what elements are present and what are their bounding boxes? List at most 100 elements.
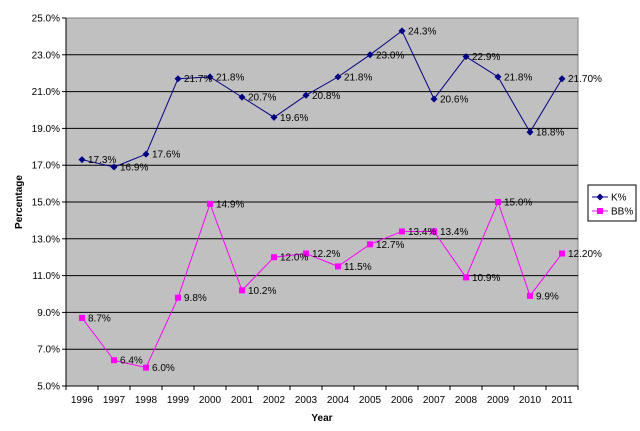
x-tick-label: 2001 (231, 395, 254, 406)
data-point-bb (367, 241, 373, 248)
data-label-k: 23.0% (376, 50, 404, 61)
data-label-k: 20.6% (440, 94, 468, 105)
data-label-bb: 12.0% (280, 253, 308, 264)
series-k (78, 27, 566, 171)
x-tick-label: 2003 (295, 395, 318, 406)
data-label-bb: 13.4% (440, 227, 468, 238)
data-label-bb: 10.2% (248, 286, 276, 297)
series-line-bb (81, 200, 563, 369)
data-point-bb (335, 263, 341, 270)
y-tick-label: 25.0% (32, 14, 60, 25)
data-point-k (334, 73, 342, 81)
data-point-bb (239, 287, 245, 294)
data-point-k (78, 156, 86, 164)
data-label-k: 17.3% (88, 155, 116, 166)
data-label-bb: 15.0% (504, 198, 532, 209)
x-tick-label: 2010 (519, 395, 542, 406)
data-point-bb (79, 314, 85, 321)
series-bb (79, 199, 565, 371)
y-tick-label: 17.0% (32, 161, 60, 172)
data-point-k (494, 73, 502, 81)
x-tick-label: 1999 (167, 395, 190, 406)
data-point-k (206, 73, 214, 81)
data-point-bb (271, 254, 277, 261)
x-tick-label: 2006 (391, 395, 414, 406)
y-axis-ticks: 5.0% 7.0% 9.0% 11.0% 13.0% 15.0% 17.0% 19.0% 21.… (32, 14, 66, 393)
data-label-bb: 12.2% (312, 249, 340, 260)
data-point-bb (111, 357, 117, 364)
x-tick-label: 2000 (199, 395, 222, 406)
data-label-k: 21.8% (504, 72, 532, 83)
data-label-bb: 10.9% (472, 273, 500, 284)
y-axis-title: Percentage (14, 175, 25, 229)
x-tick-label: 2009 (487, 395, 510, 406)
data-label-k: 19.6% (280, 113, 308, 124)
x-tick-label: 2008 (455, 395, 478, 406)
data-point-k (238, 93, 246, 101)
gridlines (66, 54, 578, 350)
data-point-k (142, 150, 150, 158)
x-tick-label: 2007 (423, 395, 446, 406)
series-line-k (81, 30, 563, 168)
legend-marker-k (596, 193, 604, 201)
data-point-k (302, 91, 310, 99)
data-label-k: 20.7% (248, 93, 276, 104)
data-labels: 17.3% 16.9% 17.6% 21.7% 21.8% 20.7% 19.6% 20.8%… (88, 26, 602, 374)
data-label-bb: 8.7% (88, 313, 111, 324)
legend-label-bb: BB% (611, 207, 633, 218)
x-tick-label: 2005 (359, 395, 382, 406)
legend-label-k: K% (611, 193, 627, 204)
data-label-k: 18.8% (536, 128, 564, 139)
data-label-k: 21.7% (184, 74, 212, 85)
data-label-bb: 14.9% (216, 199, 244, 210)
data-point-bb (559, 250, 565, 257)
data-point-k (110, 163, 118, 171)
x-tick-label: 2011 (551, 395, 573, 406)
data-point-bb (431, 228, 437, 235)
data-point-bb (175, 294, 181, 301)
x-axis-title: Year (311, 413, 332, 424)
data-label-bb: 12.7% (376, 240, 404, 251)
data-point-bb (143, 364, 149, 371)
data-point-k (270, 113, 278, 121)
x-tick-label: 2004 (327, 395, 350, 406)
data-point-bb (495, 199, 501, 205)
data-label-k: 24.3% (408, 26, 436, 37)
data-label-k: 20.8% (312, 91, 340, 102)
data-point-k (462, 53, 470, 61)
data-point-k (430, 95, 438, 103)
data-label-k: 17.6% (152, 150, 180, 161)
y-tick-label: 13.0% (32, 234, 60, 245)
y-tick-label: 21.0% (32, 87, 60, 98)
legend: K% BB% (587, 184, 637, 222)
data-point-bb (303, 250, 309, 257)
data-label-bb: 12.20% (568, 249, 602, 260)
series-group (78, 27, 566, 371)
data-label-bb: 6.0% (152, 363, 175, 374)
data-label-bb: 13.4% (408, 227, 436, 238)
data-point-bb (463, 274, 469, 281)
data-label-k: 21.8% (216, 72, 244, 83)
y-tick-label: 7.0% (37, 345, 60, 356)
data-label-bb: 6.4% (120, 356, 143, 367)
y-tick-label: 9.0% (37, 308, 60, 319)
y-tick-label: 15.0% (32, 198, 60, 209)
data-label-bb: 11.5% (344, 262, 372, 273)
x-tick-label: 2002 (263, 395, 286, 406)
data-label-bb: 9.9% (536, 291, 559, 302)
data-point-k (558, 75, 566, 83)
data-label-k: 16.9% (120, 163, 148, 174)
data-point-k (366, 51, 374, 59)
data-point-bb (207, 200, 213, 207)
data-label-k: 22.9% (472, 52, 500, 63)
y-tick-label: 23.0% (32, 50, 60, 61)
y-tick-label: 5.0% (37, 382, 60, 393)
data-label-bb: 9.8% (184, 293, 207, 304)
data-point-bb (527, 292, 533, 299)
data-point-k (174, 75, 182, 83)
x-tick-label: 1997 (103, 395, 126, 406)
data-label-k: 21.70% (568, 74, 602, 85)
data-point-k (398, 27, 406, 35)
y-tick-label: 19.0% (32, 124, 60, 135)
